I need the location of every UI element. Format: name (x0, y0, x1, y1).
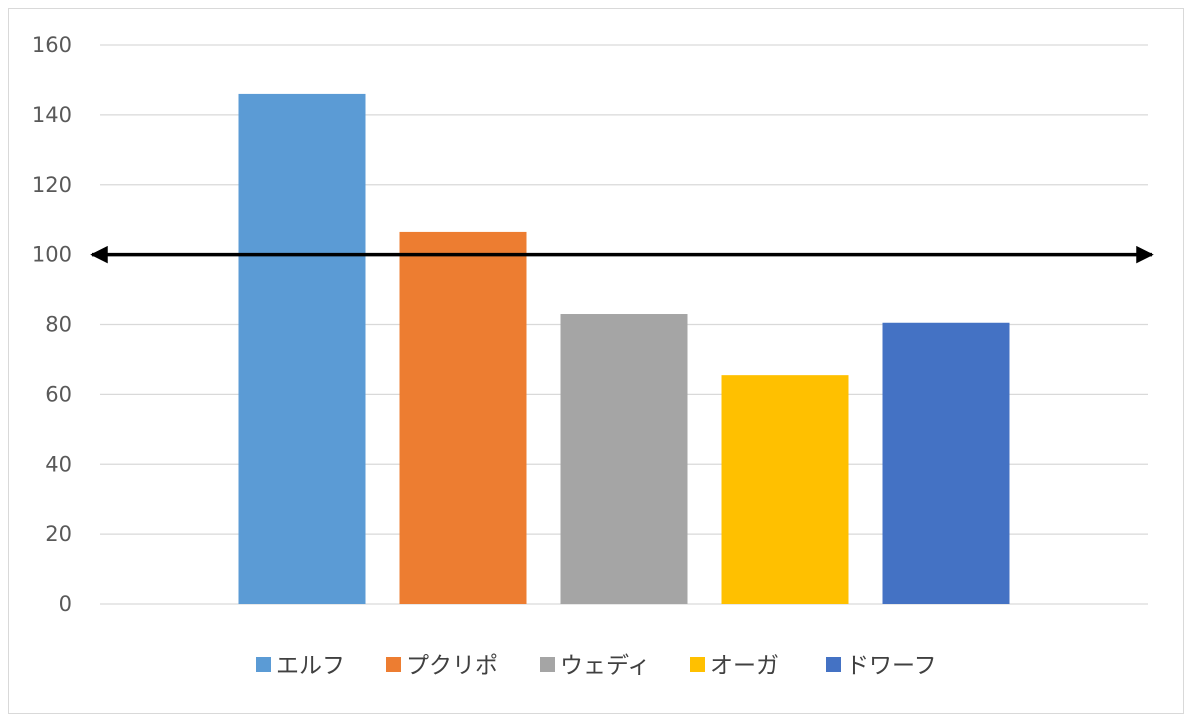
legend-label: オーガ (710, 653, 779, 679)
legend-label: プクリポ (406, 653, 498, 679)
legend-swatch (256, 657, 271, 672)
bar-2 (399, 231, 527, 604)
legend-label: ウェディ (560, 653, 650, 679)
bar-5 (882, 322, 1010, 604)
y-tick-label: 160 (32, 33, 72, 57)
legend: エルフ プクリポ ウェディ オーガ ドワーフ (256, 653, 937, 679)
y-tick-label: 60 (45, 382, 72, 406)
y-tick-label: 20 (45, 522, 72, 546)
y-axis-tick-labels: 0 20 40 60 80 100 120 140 160 (32, 33, 72, 616)
bar-1 (238, 93, 366, 604)
bar-4 (721, 375, 849, 604)
legend-swatch (540, 657, 555, 672)
y-tick-label: 140 (32, 103, 72, 127)
bar-3 (560, 314, 688, 604)
legend-swatch (386, 657, 401, 672)
legend-label: エルフ (276, 653, 345, 679)
y-tick-label: 0 (59, 592, 72, 616)
legend-label: ドワーフ (846, 653, 937, 679)
y-tick-label: 120 (32, 173, 72, 197)
y-tick-label: 40 (45, 452, 72, 476)
legend-swatch (690, 657, 705, 672)
y-tick-label: 100 (32, 243, 72, 267)
bars (238, 93, 1010, 604)
y-tick-label: 80 (45, 313, 72, 337)
legend-swatch (826, 657, 841, 672)
